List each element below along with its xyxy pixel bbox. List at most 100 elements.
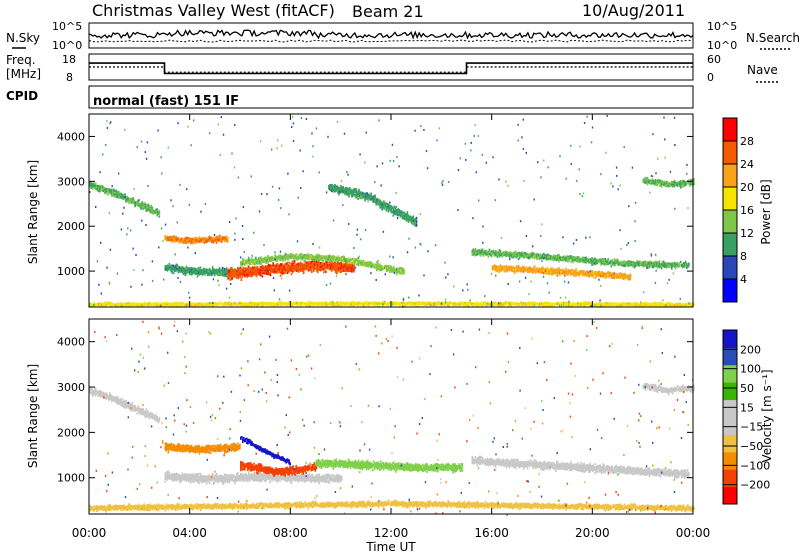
power-cell-4329 bbox=[531, 256, 534, 259]
power-cell-1352 bbox=[235, 274, 238, 277]
power-cell-1983 bbox=[300, 264, 303, 268]
power-cell-408 bbox=[155, 209, 157, 213]
power-cell-994 bbox=[199, 272, 202, 275]
power-cell-2546 bbox=[250, 263, 252, 266]
power-cell-446 bbox=[167, 238, 170, 241]
power-cell-2218 bbox=[325, 265, 327, 268]
power-cell-9 bbox=[90, 185, 92, 188]
power-cell-2653 bbox=[269, 256, 271, 259]
power-cell-174 bbox=[116, 193, 118, 196]
power-cell-324 bbox=[142, 205, 144, 208]
power-cell-3846 bbox=[395, 205, 398, 209]
power-cell-550 bbox=[186, 238, 189, 242]
power-cell-1130 bbox=[218, 270, 221, 273]
power-cell-2315 bbox=[335, 265, 337, 268]
power-cell-2629 bbox=[265, 259, 267, 262]
power-cell-2327 bbox=[336, 267, 338, 271]
power-cell-1568 bbox=[257, 268, 260, 271]
power-cell-2164 bbox=[320, 266, 322, 269]
power-cell-2292 bbox=[333, 264, 335, 267]
power-cell-1381 bbox=[239, 266, 242, 269]
power-cell-1692 bbox=[270, 267, 273, 270]
power-cell-1441 bbox=[245, 268, 248, 271]
power-cell-2638 bbox=[266, 259, 268, 262]
power-cell-1824 bbox=[284, 262, 287, 265]
power-cell-1994 bbox=[301, 265, 304, 268]
power-cell-179 bbox=[117, 192, 119, 196]
power-cell-1558 bbox=[256, 267, 259, 270]
power-cell-1082 bbox=[212, 268, 215, 271]
power-cell-1042 bbox=[206, 273, 209, 277]
power-cell-1107 bbox=[215, 268, 218, 271]
power-cell-1775 bbox=[279, 267, 282, 270]
power-cell-761 bbox=[226, 238, 229, 241]
power-cell-2127 bbox=[316, 267, 318, 270]
power-cell-1290 bbox=[229, 278, 231, 281]
power-cell-933 bbox=[189, 270, 192, 273]
power-cell-1284 bbox=[228, 275, 230, 278]
power-cell-1601 bbox=[261, 271, 264, 275]
power-cell-1025 bbox=[203, 271, 206, 274]
power-cell-213 bbox=[122, 196, 124, 199]
power-cell-701 bbox=[215, 241, 218, 244]
power-cell-1524 bbox=[253, 269, 256, 272]
power-cell-3669 bbox=[370, 192, 372, 195]
power-cell-606 bbox=[198, 236, 201, 239]
power-cell-1009 bbox=[201, 269, 204, 272]
power-cell-1421 bbox=[243, 275, 246, 278]
power-cell-1380 bbox=[239, 272, 242, 275]
power-cell-274 bbox=[134, 201, 136, 204]
power-cell-561 bbox=[189, 237, 192, 240]
power-cell-560 bbox=[189, 240, 192, 243]
power-cell-1489 bbox=[249, 270, 252, 273]
power-cell-2400 bbox=[344, 267, 346, 270]
power-cell-1360 bbox=[236, 276, 239, 279]
power-cell-2450 bbox=[349, 263, 351, 266]
power-cell-4004 bbox=[415, 223, 418, 226]
power-cell-815 bbox=[172, 264, 175, 267]
power-cell-27 bbox=[92, 187, 94, 190]
power-cell-820 bbox=[173, 269, 176, 273]
power-cell-2031 bbox=[305, 268, 308, 271]
power-cell-1510 bbox=[251, 269, 254, 272]
power-cell-808 bbox=[171, 271, 174, 274]
power-cell-424 bbox=[158, 215, 161, 218]
power-cell-803 bbox=[170, 270, 173, 273]
power-cell-2659 bbox=[270, 260, 272, 263]
power-cell-188 bbox=[118, 193, 120, 196]
power-cell-2541 bbox=[249, 262, 251, 265]
power-cell-1122 bbox=[217, 269, 220, 272]
power-cell-175 bbox=[116, 196, 118, 199]
power-cell-1753 bbox=[276, 264, 279, 267]
power-cell-661 bbox=[207, 236, 210, 239]
power-cell-2260 bbox=[330, 261, 332, 264]
power-cell-775 bbox=[165, 268, 168, 271]
power-cell-3294 bbox=[393, 265, 395, 268]
power-cell-2481 bbox=[352, 264, 354, 267]
power-cell-2610 bbox=[261, 257, 263, 260]
power-cell-886 bbox=[182, 269, 185, 272]
power-cell-2124 bbox=[316, 269, 318, 272]
power-cell-2232 bbox=[326, 261, 328, 264]
power-cell-415 bbox=[156, 213, 158, 216]
power-cell-1383 bbox=[239, 276, 242, 279]
power-cell-1162 bbox=[223, 274, 226, 277]
power-cell-2639 bbox=[266, 257, 268, 260]
power-cell-1959 bbox=[298, 268, 301, 271]
power-cell-1702 bbox=[272, 267, 275, 271]
power-cell-1116 bbox=[216, 270, 219, 273]
power-cell-530 bbox=[183, 241, 186, 244]
power-cell-2458 bbox=[350, 266, 352, 269]
power-cell-783 bbox=[167, 268, 170, 271]
power-cell-2086 bbox=[312, 260, 314, 263]
power-cell-1892 bbox=[291, 268, 294, 271]
station-title: Christmas Valley West (fitACF) bbox=[92, 1, 335, 20]
power-cell-292 bbox=[137, 201, 139, 205]
power-cell-4721 bbox=[607, 258, 609, 261]
power-cell-1119 bbox=[217, 273, 220, 277]
freq-label: Freq. bbox=[6, 53, 36, 67]
date-label: 10/Aug/2011 bbox=[582, 1, 685, 20]
power-cell-516 bbox=[180, 240, 183, 243]
power-cell-72 bbox=[99, 186, 101, 189]
power-cell-1114 bbox=[216, 273, 219, 276]
